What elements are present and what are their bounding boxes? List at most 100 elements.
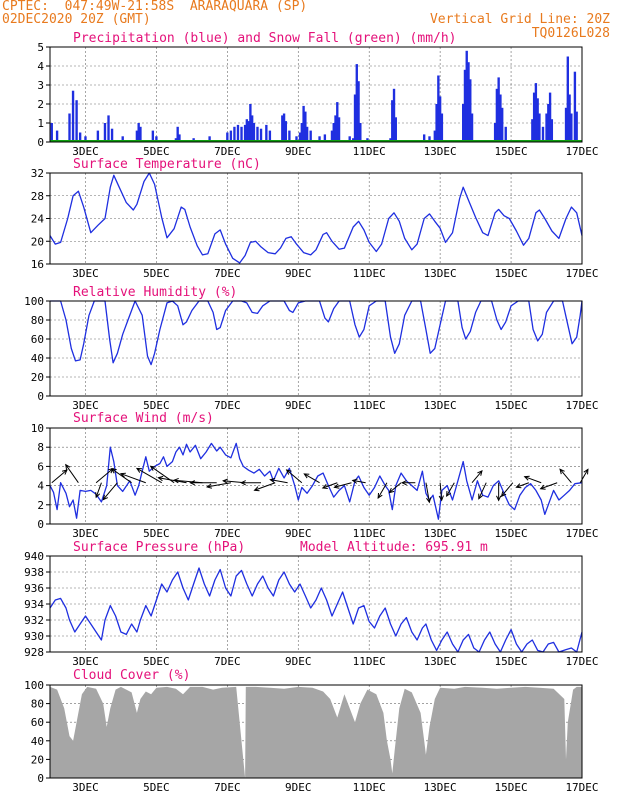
precip-bar [334,115,337,142]
y-tick-label: 20 [31,753,44,766]
wind-vector [540,482,558,490]
wind-vector [158,477,187,484]
y-tick-label: 0 [37,136,44,149]
panel-title: Surface Temperature (nC) [73,157,261,172]
x-tick-label: 5DEC [143,655,170,668]
wind-arrowhead [157,475,164,482]
precip-bar [548,92,552,142]
wind-arrowhead [285,469,292,475]
wind-arrowhead [303,473,310,479]
y-tick-label: 936 [24,582,44,595]
precip-bar [357,81,360,142]
precip-bar [440,113,444,142]
precip-bar [531,119,534,142]
panel-frame [49,684,583,779]
precip-bar [256,126,259,142]
precip-bar [428,136,431,142]
x-tick-label: 7DEC [214,145,241,158]
precip-bar [155,136,158,142]
x-tick-label: 3DEC [72,267,99,280]
wind-arrowhead [446,491,452,498]
precip-bar [564,107,568,142]
y-tick-label: 20 [31,371,44,384]
x-tick-label: 7DEC [214,267,241,280]
panel-1: 3DEC 5DEC 7DEC 9DEC 11DEC 13DEC 15DEC 17DEC 16 20… [31,157,599,280]
precip-bar [330,130,334,142]
x-tick-label: 15DEC [495,781,528,794]
x-tick-label: 15DEC [495,267,528,280]
x-tick-label: 15DEC [495,399,528,412]
precip-bar [298,132,302,142]
x-tick-label: 11DEC [353,399,386,412]
precip-bar [226,132,229,142]
precip-bar [541,126,545,142]
precip-bar [229,130,233,142]
x-tick-label: 17DEC [565,527,598,540]
panel-2: 3DEC 5DEC 7DEC 9DEC 11DEC 13DEC 15DEC 17DEC 0 20 4… [24,285,598,412]
wind-arrowhead [388,487,395,494]
x-tick-label: 5DEC [143,399,170,412]
x-tick-label: 7DEC [214,527,241,540]
precip-bar [575,111,578,142]
wind-vector [111,468,132,484]
x-tick-label: 5DEC [143,145,170,158]
x-tick-label: 3DEC [72,655,99,668]
x-tick-label: 7DEC [214,399,241,412]
y-tick-label: 40 [31,735,44,748]
precip-bar [463,69,467,142]
precip-bar [282,113,286,142]
wind-arrowhead [478,493,483,500]
precip-bar [96,130,100,142]
wind-arrowhead [95,492,101,499]
wind-arrowhead [189,480,196,486]
x-tick-label: 3DEC [72,145,99,158]
panel-title: Cloud Cover (%) [73,668,190,683]
precip-bar [295,136,298,142]
x-tick-label: 7DEC [214,781,241,794]
precip-bar [247,121,250,142]
x-tick-label: 5DEC [143,267,170,280]
precip-bar [573,71,577,142]
precip-bar [151,130,155,142]
panel-frame [49,46,583,143]
precip-bar [323,134,327,142]
series-line [50,300,583,366]
y-tick-label: 1 [37,117,44,130]
wind-arrowhead [500,491,507,498]
wind-arrowhead [400,480,407,486]
precip-bar [268,130,272,142]
precip-bar [288,130,291,142]
precip-bar [499,94,502,142]
panel-frame [49,427,583,525]
x-tick-label: 17DEC [565,267,598,280]
precip-bar [359,123,362,142]
precip-bar [570,113,573,142]
precip-bar [75,100,78,142]
panel-title: Relative Humidity (%) [73,285,237,300]
precip-bar [550,119,554,142]
precip-bar [265,124,268,142]
precip-bar [50,123,53,142]
wind-vector [95,482,102,498]
x-tick-label: 3DEC [72,781,99,794]
y-tick-label: 16 [31,258,44,271]
precip-bar [332,123,335,142]
panel-3: 3DEC 5DEC 7DEC 9DEC 11DEC 13DEC 15DEC 17DEC 0 2 4 6… [31,411,599,540]
x-tick-label: 11DEC [353,781,386,794]
x-tick-label: 9DEC [285,145,312,158]
series-line [49,172,583,264]
model-altitude-label: Model Altitude: 695.91 m [300,540,488,555]
header-station: CPTEC: 047:49W-21:58S ARARAQUARA (SP) [2,0,308,14]
wind-arrowhead [65,463,71,470]
y-tick-label: 10 [31,422,44,435]
wind-arrowhead [583,468,589,475]
precip-bar [281,115,284,142]
wind-vector [322,482,338,489]
y-tick-label: 0 [37,390,44,403]
precip-bar [178,134,181,142]
y-tick-label: 24 [31,213,45,226]
x-tick-label: 5DEC [143,781,170,794]
precip-bar [545,113,548,142]
y-tick-label: 100 [24,295,44,308]
precip-bar [68,113,71,142]
